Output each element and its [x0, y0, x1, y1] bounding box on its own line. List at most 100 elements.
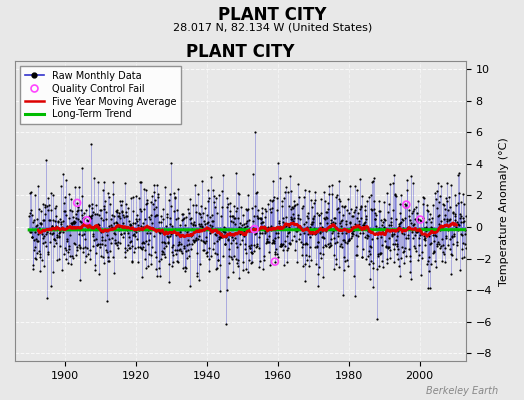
- Point: [254, 215, 263, 221]
- Point: [346, 206, 355, 212]
- Point: [124, 242, 132, 248]
- Point: [310, 224, 318, 231]
- Point: [316, 229, 325, 235]
- Point: [266, 224, 274, 231]
- Point: [449, 210, 457, 216]
- Point: [355, 176, 364, 182]
- Point: [451, 192, 459, 198]
- Point: [223, 195, 231, 202]
- Point: [148, 244, 156, 250]
- Point: [323, 215, 332, 221]
- Point: [111, 237, 119, 244]
- Point: [110, 230, 118, 236]
- Point: [176, 227, 184, 233]
- Point: [60, 208, 69, 215]
- Point: [97, 233, 106, 240]
- Point: [133, 222, 141, 228]
- Point: [271, 251, 280, 257]
- Point: [86, 214, 95, 221]
- Point: [288, 216, 296, 222]
- Point: [126, 238, 135, 244]
- Point: [299, 241, 308, 248]
- Point: [278, 197, 286, 204]
- Point: [182, 214, 190, 220]
- Point: [260, 205, 269, 212]
- Point: [306, 224, 314, 230]
- Point: [384, 209, 392, 215]
- Point: [403, 235, 412, 242]
- Point: [412, 204, 421, 210]
- Point: [378, 242, 386, 248]
- Point: [53, 233, 61, 240]
- Point: [424, 254, 433, 260]
- Point: [270, 238, 278, 244]
- Point: [449, 221, 457, 227]
- Point: [347, 233, 356, 240]
- Point: [367, 192, 375, 199]
- Point: [157, 248, 166, 254]
- Point: [459, 219, 467, 225]
- Point: [223, 287, 231, 293]
- Point: [372, 230, 380, 236]
- Point: [419, 233, 428, 239]
- Point: [361, 207, 369, 214]
- Point: [321, 198, 330, 204]
- Point: [241, 246, 249, 252]
- Point: [157, 212, 165, 219]
- Point: [127, 195, 135, 201]
- Point: [32, 256, 40, 262]
- Point: [198, 214, 206, 220]
- Point: [253, 241, 261, 248]
- Point: [360, 226, 368, 232]
- Point: [269, 237, 277, 243]
- Point: [75, 245, 84, 252]
- Point: [66, 252, 74, 259]
- Point: [419, 194, 427, 200]
- Point: [212, 266, 220, 272]
- Point: [227, 240, 235, 246]
- Point: [268, 198, 277, 204]
- Point: [289, 205, 298, 212]
- Point: [392, 192, 400, 199]
- Point: [436, 218, 445, 224]
- Point: [141, 201, 150, 207]
- Point: [178, 249, 187, 256]
- Point: [445, 194, 453, 200]
- Point: [250, 128, 259, 135]
- Point: [56, 242, 64, 249]
- Point: [260, 252, 268, 259]
- Point: [333, 192, 341, 198]
- Point: [422, 228, 430, 234]
- Point: [180, 242, 188, 249]
- Point: [461, 241, 469, 247]
- Point: [125, 218, 134, 224]
- Point: [322, 220, 331, 226]
- Point: [244, 257, 253, 263]
- Point: [312, 226, 321, 232]
- Point: [231, 215, 239, 222]
- Point: [425, 216, 434, 222]
- Point: [327, 217, 335, 224]
- Point: [441, 206, 449, 212]
- Point: [264, 239, 272, 246]
- Point: [205, 214, 214, 220]
- Point: [374, 224, 383, 231]
- Point: [457, 254, 466, 261]
- Point: [49, 230, 57, 236]
- Point: [112, 218, 121, 225]
- Point: [410, 243, 418, 249]
- Point: [410, 206, 419, 213]
- Point: [348, 228, 357, 234]
- Point: [70, 240, 79, 247]
- Point: [352, 252, 361, 258]
- Point: [334, 230, 342, 236]
- Point: [342, 227, 351, 234]
- Point: [219, 253, 227, 259]
- Point: [53, 257, 61, 264]
- Point: [118, 226, 127, 232]
- Point: [369, 206, 378, 212]
- Point: [244, 192, 252, 198]
- Point: [168, 223, 177, 230]
- Point: [114, 239, 123, 245]
- Point: [50, 236, 59, 242]
